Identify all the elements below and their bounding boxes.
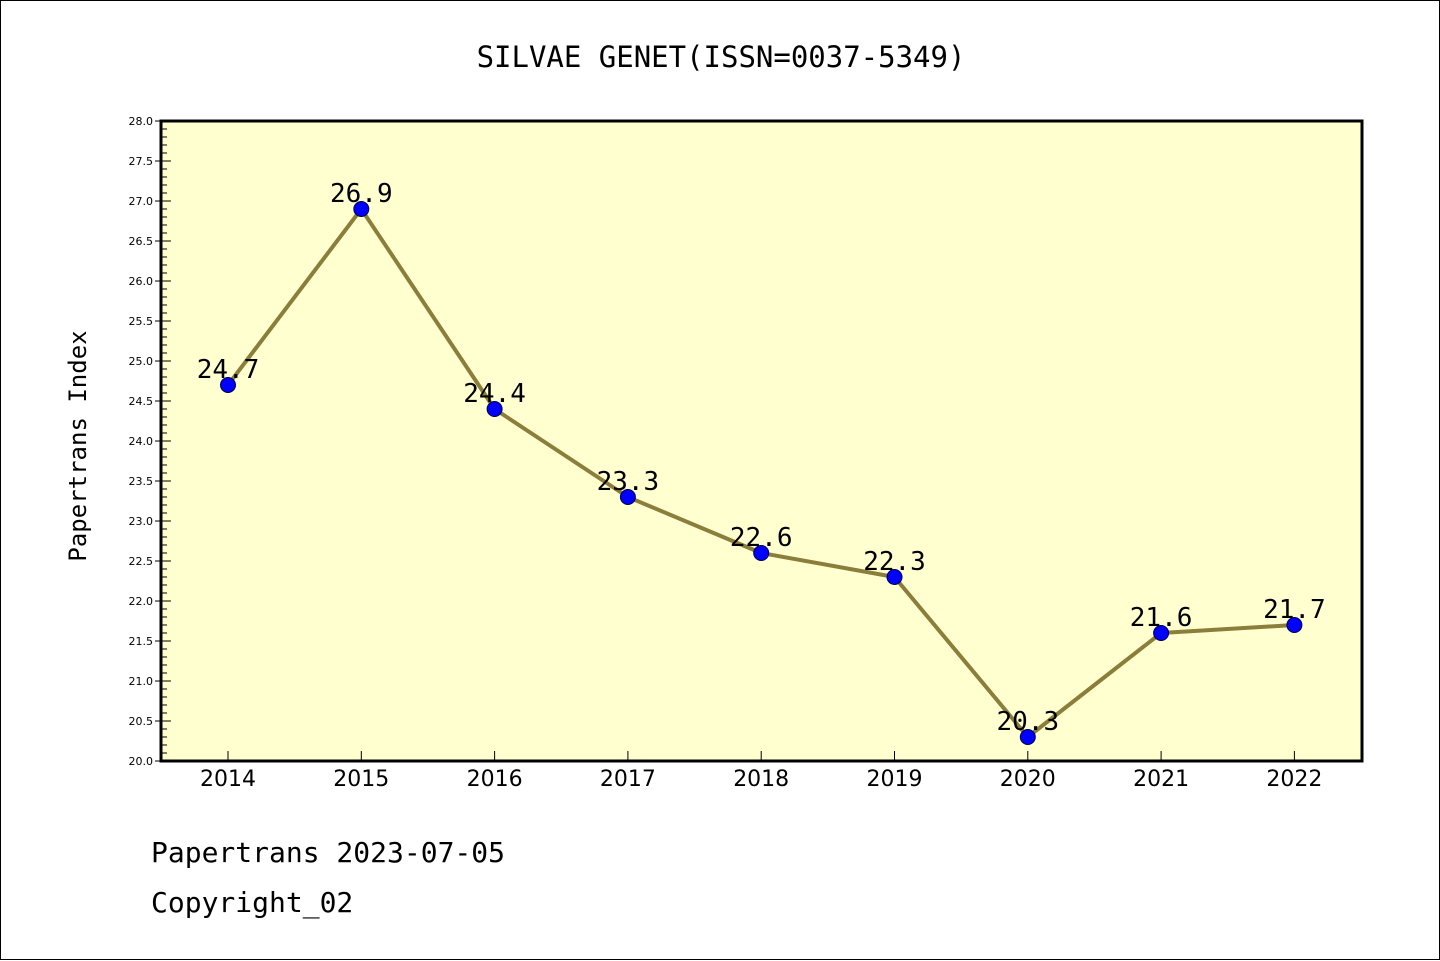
y-tick-label: 21.5 xyxy=(129,635,154,648)
y-tick-label: 27.0 xyxy=(129,195,154,208)
data-point xyxy=(753,545,770,561)
y-tick-label: 24.0 xyxy=(129,435,154,448)
x-tick-label: 2018 xyxy=(733,767,789,792)
y-tick-label: 25.5 xyxy=(129,315,154,328)
footer-source: Papertrans 2023-07-05 xyxy=(151,836,506,869)
y-tick-label: 27.5 xyxy=(129,155,154,168)
x-tick-label: 2014 xyxy=(200,767,256,792)
data-label: 26.9 xyxy=(330,179,393,209)
footer-copyright: Copyright_02 xyxy=(151,886,354,919)
series-markers xyxy=(220,201,1303,745)
data-point xyxy=(220,377,236,393)
data-label: 20.3 xyxy=(996,707,1059,737)
data-point xyxy=(486,401,503,417)
y-tick-label: 26.5 xyxy=(129,235,154,248)
x-tick-label: 2022 xyxy=(1266,767,1322,792)
y-tick-label: 20.5 xyxy=(129,715,154,728)
chart-title: SILVAE GENET(ISSN=0037-5349) xyxy=(477,40,966,74)
data-point xyxy=(353,201,370,217)
y-tick-label: 24.5 xyxy=(129,395,154,408)
x-tick-label: 2016 xyxy=(467,767,523,792)
data-label: 22.3 xyxy=(863,547,926,577)
y-tick-label: 20.0 xyxy=(129,755,154,768)
x-tick-label: 2021 xyxy=(1133,767,1189,792)
data-label: 24.4 xyxy=(463,379,526,409)
data-point xyxy=(1019,729,1036,745)
data-label: 22.6 xyxy=(730,523,793,553)
y-tick-label: 22.5 xyxy=(129,555,154,568)
y-tick-label: 23.0 xyxy=(129,515,154,528)
y-minor-ticks xyxy=(161,120,171,762)
y-axis-ticks: 20.0 20.5 21.0 21.5 22.0 22.5 23.0 23.5 24.0 24.5… xyxy=(129,115,161,768)
data-label: 21.6 xyxy=(1130,603,1193,633)
plot-area xyxy=(159,119,1364,763)
data-label: 24.7 xyxy=(197,355,260,385)
data-labels: 24.7 26.9 24.4 23.3 22.6 22.3 20.3 21.6 21.7 xyxy=(197,179,1326,737)
y-tick-label: 23.5 xyxy=(129,475,154,488)
x-tick-label: 2020 xyxy=(1000,767,1056,792)
data-label: 23.3 xyxy=(597,467,660,497)
data-point xyxy=(619,489,636,505)
data-point xyxy=(1153,625,1170,641)
y-tick-label: 21.0 xyxy=(129,675,154,688)
y-axis-label: Papertrans Index xyxy=(64,330,92,561)
data-point xyxy=(1286,617,1303,633)
data-point xyxy=(886,569,903,585)
y-tick-label: 25.0 xyxy=(129,355,154,368)
y-tick-label: 22.0 xyxy=(129,595,154,608)
x-axis-ticks: 2014 2015 2016 2017 2018 2019 2020 2021 2022 xyxy=(200,751,1322,792)
data-label: 21.7 xyxy=(1263,595,1326,625)
y-tick-label: 28.0 xyxy=(129,115,154,128)
y-tick-label: 26.0 xyxy=(129,275,154,288)
x-tick-label: 2017 xyxy=(600,767,656,792)
x-tick-label: 2019 xyxy=(867,767,923,792)
x-tick-label: 2015 xyxy=(333,767,389,792)
